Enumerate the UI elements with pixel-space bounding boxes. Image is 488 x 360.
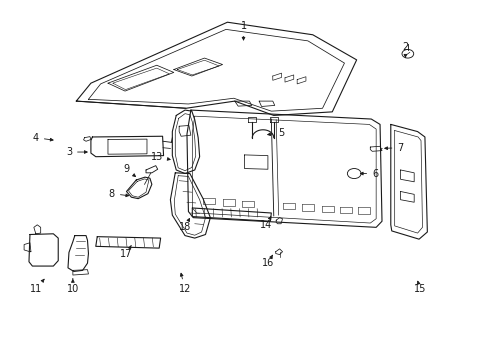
Text: 9: 9 [123,164,135,176]
Text: 17: 17 [120,246,132,258]
Text: 1: 1 [240,21,246,40]
Text: 18: 18 [179,219,191,232]
Text: 12: 12 [179,273,191,294]
Text: 4: 4 [33,133,53,143]
Text: 8: 8 [109,189,128,199]
Text: 5: 5 [267,128,284,138]
Text: 16: 16 [261,255,273,268]
Text: 15: 15 [413,281,426,294]
Text: 3: 3 [66,147,87,157]
Text: 11: 11 [30,279,44,294]
Text: 10: 10 [66,279,79,294]
Text: 14: 14 [260,217,272,230]
Text: 6: 6 [360,168,378,179]
Text: 13: 13 [150,152,170,162]
Text: 2: 2 [402,42,407,58]
Text: 7: 7 [384,143,403,153]
